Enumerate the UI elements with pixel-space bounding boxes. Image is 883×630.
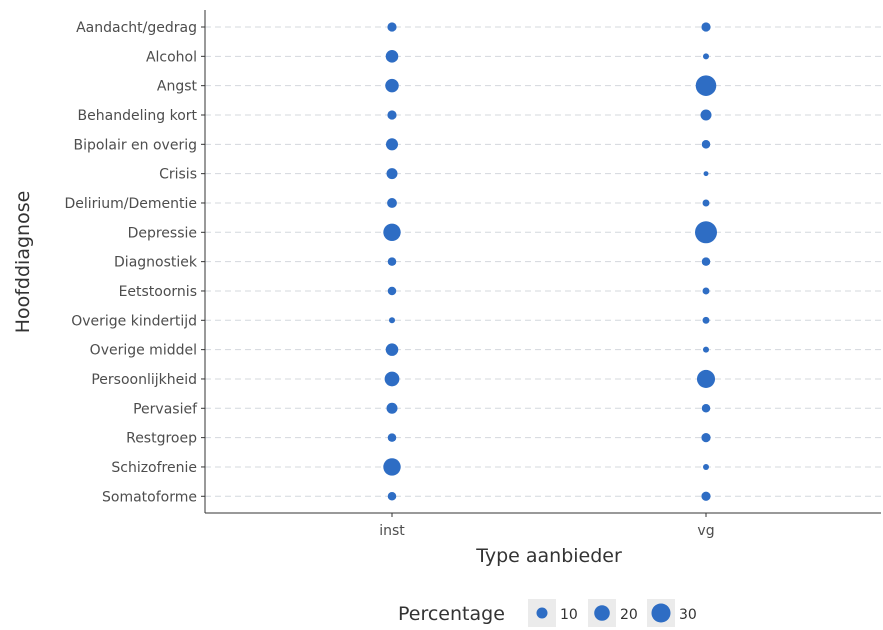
legend-key [594, 605, 610, 621]
data-point [696, 369, 716, 388]
legend-key [536, 607, 548, 619]
data-point [386, 402, 398, 414]
data-point [702, 316, 710, 324]
y-tick-label: Eetstoornis [119, 284, 197, 300]
x-tick-label: vg [697, 523, 714, 539]
data-point [387, 433, 397, 442]
data-point [702, 346, 710, 353]
y-tick-label: Bipolair en overig [74, 137, 197, 153]
data-point [387, 22, 397, 32]
data-point [695, 75, 717, 96]
data-point [387, 492, 397, 501]
x-axis: inst vg [205, 512, 881, 539]
data-point [387, 257, 397, 266]
legend-label: 10 [560, 607, 578, 623]
y-tick-label: Restgroep [126, 431, 197, 447]
x-axis-title: Type aanbieder [475, 545, 622, 567]
y-tick-label: Pervasief [133, 401, 198, 417]
y-tick-label: Overige middel [90, 343, 197, 359]
data-point [385, 343, 399, 356]
data-point [384, 371, 400, 387]
legend: Percentage 10 20 30 [398, 599, 697, 627]
y-tick-label: Schizofrenie [111, 460, 197, 476]
data-point [701, 491, 711, 501]
data-point [695, 221, 717, 244]
legend-key [651, 603, 671, 623]
data-point [387, 110, 397, 120]
data-point [701, 22, 711, 32]
data-point [702, 463, 710, 470]
y-tick-label: Alcohol [146, 49, 197, 65]
legend-label: 30 [679, 607, 697, 623]
data-point [703, 171, 709, 177]
data-point [701, 404, 711, 413]
data-point [700, 109, 712, 121]
y-tick-label: Crisis [159, 167, 197, 183]
data-point [385, 138, 399, 151]
grid-lines [205, 26, 881, 497]
data-point [387, 286, 397, 296]
y-tick-label: Behandeling kort [78, 108, 198, 124]
y-tick-label: Angst [157, 79, 198, 95]
data-point [702, 287, 710, 295]
y-tick-label: Aandacht/gedrag [76, 20, 197, 36]
y-tick-label: Depressie [128, 225, 197, 241]
x-tick-label: inst [379, 523, 405, 539]
data-point [383, 458, 401, 476]
y-axis-title: Hoofddiagnose [12, 191, 34, 334]
data-point [701, 433, 711, 443]
y-axis: Aandacht/gedrag Alcohol Angst Behandeling k… [64, 10, 206, 513]
data-point [387, 198, 397, 208]
data-point [386, 168, 398, 180]
data-point [385, 50, 399, 63]
y-tick-label: Somatoforme [102, 489, 197, 505]
y-tick-label: Diagnostiek [114, 255, 198, 271]
data-point [385, 78, 399, 93]
legend-title: Percentage [398, 603, 505, 625]
plot-points [383, 22, 717, 501]
data-point [383, 223, 401, 242]
legend-label: 20 [620, 607, 638, 623]
data-point [701, 257, 711, 266]
data-point [701, 140, 711, 149]
data-point [702, 199, 710, 207]
y-tick-label: Delirium/Dementie [64, 196, 197, 212]
data-point [702, 53, 710, 60]
y-tick-label: Overige kindertijd [71, 313, 197, 329]
y-tick-label: Persoonlijkheid [91, 372, 197, 388]
data-point [388, 317, 396, 324]
